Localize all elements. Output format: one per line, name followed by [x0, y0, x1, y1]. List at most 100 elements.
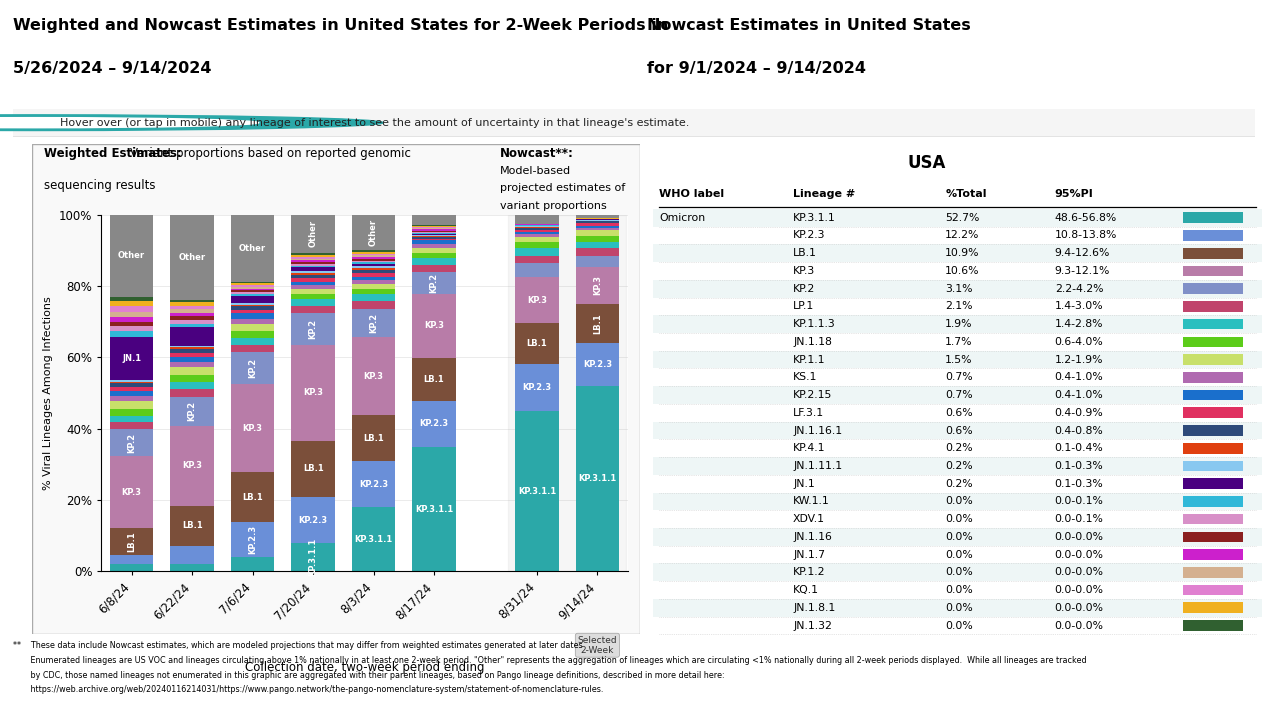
Bar — [110, 409, 153, 416]
Text: KP.3: KP.3 — [242, 423, 262, 433]
Text: JN.1.11.1: JN.1.11.1 — [792, 461, 842, 471]
Text: Enumerated lineages are US VOC and lineages circulating above 1% nationally in a: Enumerated lineages are US VOC and linea… — [13, 656, 1087, 665]
Bar — [653, 422, 1262, 440]
Text: KP.2.3: KP.2.3 — [583, 360, 612, 369]
Text: JN.1: JN.1 — [122, 354, 141, 362]
Bar — [231, 285, 274, 287]
Bar — [170, 564, 214, 571]
Bar — [170, 357, 214, 362]
Bar — [231, 384, 274, 472]
Text: Weighted and Nowcast Estimates in United States for 2-Week Periods in: Weighted and Nowcast Estimates in United… — [13, 18, 668, 32]
Text: KP.2.15: KP.2.15 — [792, 390, 832, 400]
Text: 1.2-1.9%: 1.2-1.9% — [1055, 355, 1103, 365]
Text: LB.1: LB.1 — [303, 464, 323, 473]
Bar — [110, 306, 153, 311]
Bar — [170, 353, 214, 357]
Bar — [508, 215, 626, 571]
Bar — [1183, 585, 1244, 595]
Text: 0.7%: 0.7% — [945, 372, 973, 382]
Circle shape — [0, 118, 259, 128]
Bar — [110, 564, 153, 571]
Bar — [576, 343, 619, 386]
Text: **    These data include Nowcast estimates, which are modeled projections that m: ** These data include Nowcast estimates,… — [13, 641, 582, 651]
Bar — [231, 345, 274, 353]
Bar — [412, 235, 456, 236]
Bar — [351, 268, 396, 270]
Bar — [292, 278, 335, 282]
Text: 1.9%: 1.9% — [945, 319, 973, 329]
Text: KP.3: KP.3 — [792, 266, 815, 276]
Bar — [653, 528, 1262, 546]
Bar — [1183, 461, 1244, 471]
Text: 95%PI: 95%PI — [1055, 189, 1093, 199]
Bar — [412, 227, 456, 229]
Text: 0.0-0.0%: 0.0-0.0% — [1055, 567, 1103, 578]
Text: 1.4-3.0%: 1.4-3.0% — [1055, 301, 1103, 311]
Bar — [351, 259, 396, 261]
Bar — [351, 254, 396, 255]
Bar — [292, 497, 335, 543]
Bar — [515, 232, 559, 235]
Text: KP.2: KP.2 — [188, 401, 197, 421]
Text: JN.1.16.1: JN.1.16.1 — [792, 426, 842, 435]
Bar — [412, 266, 456, 273]
Text: KP.4.1: KP.4.1 — [792, 443, 825, 454]
Bar — [110, 383, 153, 387]
Text: Weighted Estimates:: Weighted Estimates: — [44, 147, 181, 160]
Text: 9.4-12.6%: 9.4-12.6% — [1055, 248, 1110, 258]
Text: Nowcast**:: Nowcast**: — [500, 147, 574, 160]
Text: KP.2: KP.2 — [127, 433, 136, 453]
Bar — [292, 313, 335, 345]
Bar — [170, 546, 214, 564]
Bar — [515, 323, 559, 365]
Bar — [110, 422, 153, 430]
Bar — [351, 264, 396, 266]
Bar — [576, 267, 619, 304]
Text: KP.2.3: KP.2.3 — [359, 479, 388, 489]
Text: 0.0%: 0.0% — [945, 603, 973, 613]
Bar — [653, 386, 1262, 404]
Text: variant proportions: variant proportions — [500, 201, 606, 211]
Bar — [412, 273, 456, 294]
X-axis label: Collection date, two-week period ending: Collection date, two-week period ending — [245, 660, 484, 674]
Bar — [170, 389, 214, 397]
Text: 0.6-4.0%: 0.6-4.0% — [1055, 337, 1103, 347]
Bar — [292, 306, 335, 313]
Text: 1.5%: 1.5% — [945, 355, 973, 365]
Bar — [1183, 319, 1244, 329]
Text: LB.1: LB.1 — [792, 248, 817, 258]
Bar — [110, 326, 153, 332]
Text: Model-based: Model-based — [500, 166, 571, 176]
Bar — [412, 239, 456, 240]
Bar — [412, 247, 456, 253]
Text: 52.7%: 52.7% — [945, 213, 980, 223]
Bar — [412, 240, 456, 244]
Bar — [1183, 336, 1244, 347]
Text: 2.1%: 2.1% — [945, 301, 973, 311]
Bar — [351, 284, 396, 289]
Bar — [110, 402, 153, 409]
Bar — [515, 226, 559, 227]
Bar — [110, 332, 153, 336]
Text: 0.1-0.4%: 0.1-0.4% — [1055, 443, 1103, 454]
Text: LP.1: LP.1 — [792, 301, 814, 311]
Bar — [1183, 496, 1244, 507]
Bar — [412, 447, 456, 571]
Bar — [351, 266, 396, 268]
Y-axis label: % Viral Lineages Among Infections: % Viral Lineages Among Infections — [43, 296, 53, 490]
Text: Other: Other — [179, 253, 205, 261]
Text: Hover over (or tap in mobile) any lineage of interest to see the amount of uncer: Hover over (or tap in mobile) any lineag… — [60, 118, 690, 128]
Text: 2.2-4.2%: 2.2-4.2% — [1055, 284, 1103, 294]
Bar — [412, 226, 456, 227]
Bar — [170, 309, 214, 313]
Text: KW.1.1: KW.1.1 — [792, 496, 829, 506]
Text: USA: USA — [908, 154, 946, 172]
Bar — [515, 263, 559, 277]
Bar — [231, 353, 274, 384]
Bar — [515, 248, 559, 256]
Text: Nowcast Estimates in United States: Nowcast Estimates in United States — [647, 18, 970, 32]
Bar — [515, 256, 559, 263]
Text: KP.3: KP.3 — [364, 372, 384, 381]
Bar — [515, 227, 559, 228]
Text: LB.1: LB.1 — [242, 493, 262, 502]
